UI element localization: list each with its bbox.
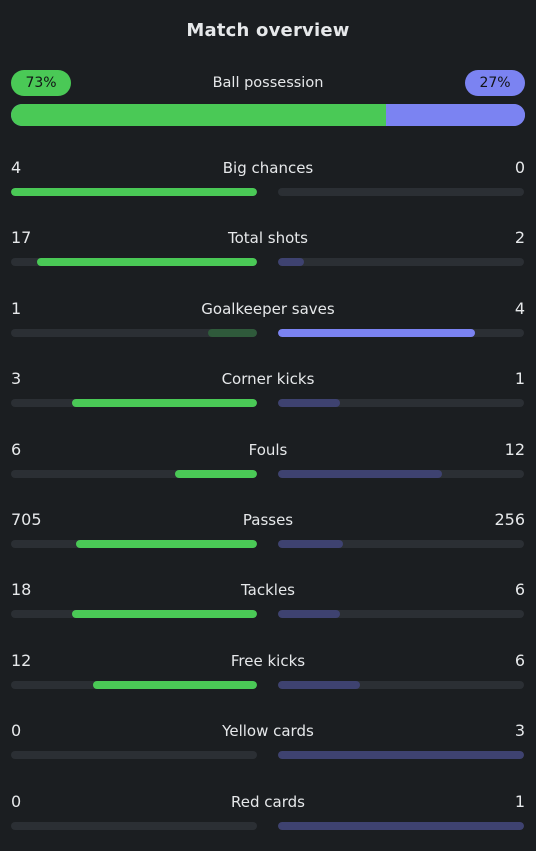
away-possession-badge: 27% <box>465 70 525 96</box>
stat-away-bar <box>278 258 524 266</box>
stat-home-bar <box>11 258 257 266</box>
stat-away-bar-fill <box>278 258 304 266</box>
stat-away-bar <box>278 681 524 689</box>
stat-label: Passes <box>242 511 294 529</box>
stat-home-bar <box>11 188 257 196</box>
possession-bar <box>11 104 525 126</box>
possession-bar-away <box>386 104 525 126</box>
stat-away-bar-fill <box>278 822 524 830</box>
stat-away-value: 1 <box>514 369 525 388</box>
stat-home-bar-fill <box>208 329 257 337</box>
stat-row: 12 Free kicks 6 <box>11 651 525 691</box>
stat-home-bar <box>11 540 257 548</box>
stat-label: Red cards <box>231 793 305 811</box>
possession-label: Ball possession <box>212 75 324 91</box>
stat-home-value: 4 <box>11 158 22 177</box>
home-possession-badge: 73% <box>11 70 71 96</box>
stat-home-value: 1 <box>11 299 22 318</box>
stat-home-bar-fill <box>37 258 257 266</box>
stat-row: 18 Tackles 6 <box>11 580 525 620</box>
stat-row: 705 Passes 256 <box>11 510 525 550</box>
stat-away-bar <box>278 540 524 548</box>
stat-away-bar-fill <box>278 470 442 478</box>
stat-home-value: 705 <box>11 510 42 529</box>
stat-away-bar <box>278 751 524 759</box>
stat-row: 0 Yellow cards 3 <box>11 721 525 761</box>
stat-home-value: 6 <box>11 440 22 459</box>
stat-row: 4 Big chances 0 <box>11 158 525 198</box>
stat-home-bar <box>11 681 257 689</box>
stat-row: 0 Red cards 1 <box>11 792 525 832</box>
stat-row: 3 Corner kicks 1 <box>11 369 525 409</box>
stat-home-bar <box>11 822 257 830</box>
stat-away-value: 2 <box>514 228 525 247</box>
stat-away-value: 6 <box>514 580 525 599</box>
stat-home-bar <box>11 610 257 618</box>
stat-home-bar-fill <box>76 540 257 548</box>
stat-away-bar <box>278 470 524 478</box>
stat-label: Tackles <box>240 581 296 599</box>
stat-away-value: 0 <box>514 158 525 177</box>
stat-home-value: 12 <box>11 651 32 670</box>
stat-away-bar-fill <box>278 610 340 618</box>
stat-away-value: 256 <box>494 510 525 529</box>
stat-home-bar <box>11 751 257 759</box>
stat-away-value: 4 <box>514 299 525 318</box>
stat-home-value: 0 <box>11 721 22 740</box>
stat-home-value: 18 <box>11 580 32 599</box>
stat-away-bar <box>278 610 524 618</box>
stat-home-bar <box>11 329 257 337</box>
stat-away-bar <box>278 329 524 337</box>
panel-title: Match overview <box>186 20 350 41</box>
stat-label: Goalkeeper saves <box>201 300 335 318</box>
stat-home-bar-fill <box>72 399 257 407</box>
stat-away-bar <box>278 399 524 407</box>
possession-bar-home <box>11 104 387 126</box>
stat-away-bar <box>278 188 524 196</box>
stat-away-bar <box>278 822 524 830</box>
stat-away-value: 12 <box>504 440 525 459</box>
stat-home-bar-fill <box>11 188 257 196</box>
stat-row: 6 Fouls 12 <box>11 440 525 480</box>
stat-away-value: 6 <box>514 651 525 670</box>
stat-away-bar-fill <box>278 399 340 407</box>
possession-header: 73% Ball possession 27% <box>11 70 525 96</box>
stat-label: Total shots <box>228 229 308 247</box>
stat-label: Free kicks <box>230 652 306 670</box>
stat-home-bar-fill <box>93 681 257 689</box>
stat-away-bar-fill <box>278 329 475 337</box>
stat-row: 1 Goalkeeper saves 4 <box>11 299 525 339</box>
stat-label: Fouls <box>248 441 288 459</box>
stat-label: Corner kicks <box>221 370 315 388</box>
stat-home-bar-fill <box>175 470 257 478</box>
stat-away-bar-fill <box>278 681 360 689</box>
stat-row: 17 Total shots 2 <box>11 228 525 268</box>
stat-home-value: 3 <box>11 369 22 388</box>
stat-home-bar <box>11 399 257 407</box>
stat-home-value: 0 <box>11 792 22 811</box>
stat-away-bar-fill <box>278 540 343 548</box>
stat-label: Big chances <box>222 159 314 177</box>
stat-home-bar <box>11 470 257 478</box>
stat-away-bar-fill <box>278 751 524 759</box>
stat-home-value: 17 <box>11 228 32 247</box>
stat-label: Yellow cards <box>222 722 314 740</box>
stat-home-bar-fill <box>72 610 257 618</box>
stat-away-value: 3 <box>514 721 525 740</box>
stat-away-value: 1 <box>514 792 525 811</box>
